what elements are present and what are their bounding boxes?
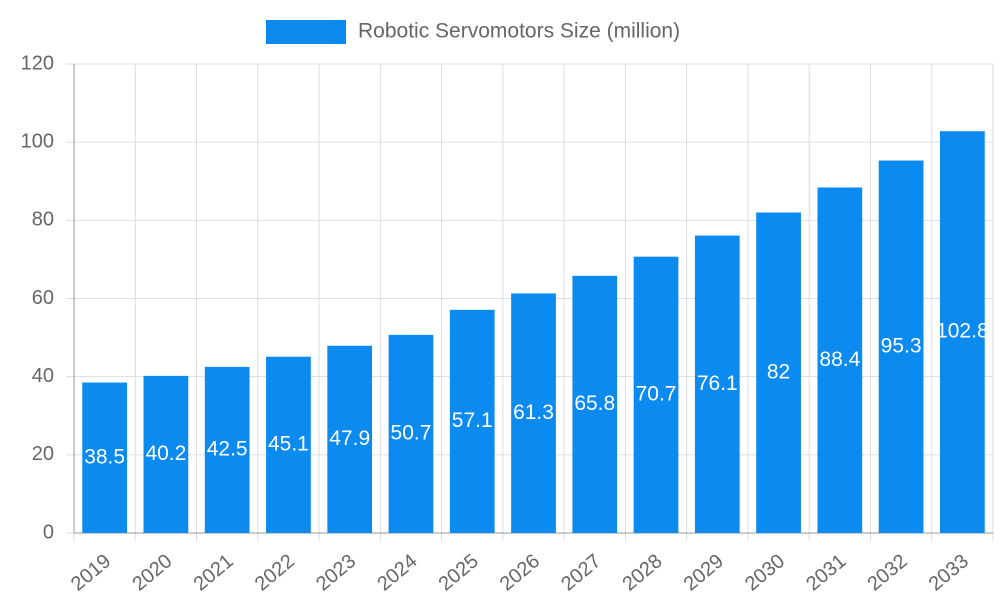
bar bbox=[940, 131, 985, 533]
data-label: 38.5 bbox=[84, 445, 125, 468]
data-label: 61.3 bbox=[513, 401, 554, 424]
data-label: 45.1 bbox=[268, 432, 309, 455]
bar bbox=[266, 356, 311, 533]
bar bbox=[204, 366, 250, 533]
y-tick-label: 40 bbox=[32, 365, 54, 387]
bar bbox=[327, 345, 373, 533]
legend-swatch bbox=[266, 20, 346, 44]
data-label: 88.4 bbox=[819, 348, 860, 371]
x-tick-label: 2033 bbox=[925, 550, 973, 595]
x-tick-label: 2021 bbox=[190, 550, 238, 595]
x-tick-label: 2027 bbox=[557, 550, 605, 595]
y-tick-label: 100 bbox=[21, 130, 54, 152]
bar bbox=[449, 309, 495, 533]
data-label: 42.5 bbox=[207, 437, 248, 460]
x-tick-label: 2028 bbox=[618, 550, 666, 595]
y-tick-label: 0 bbox=[43, 521, 54, 543]
x-tick-label: 2019 bbox=[67, 550, 115, 595]
bar bbox=[388, 334, 434, 533]
bar bbox=[878, 160, 924, 533]
y-tick-label: 20 bbox=[32, 443, 54, 465]
bar bbox=[694, 235, 740, 533]
data-label: 57.1 bbox=[452, 409, 493, 432]
x-tick-label: 2023 bbox=[312, 550, 360, 595]
bar bbox=[756, 212, 801, 533]
x-tick-label: 2026 bbox=[496, 550, 544, 595]
bar bbox=[572, 275, 618, 533]
data-label: 95.3 bbox=[881, 334, 922, 357]
bar bbox=[511, 293, 556, 533]
y-tick-label: 120 bbox=[21, 52, 54, 74]
x-tick-label: 2032 bbox=[863, 550, 911, 595]
data-label: 70.7 bbox=[636, 382, 677, 405]
y-tick-label: 60 bbox=[32, 287, 54, 309]
y-tick-label: 80 bbox=[32, 209, 54, 231]
data-label: 76.1 bbox=[697, 372, 738, 395]
data-label: 82 bbox=[767, 360, 790, 383]
x-tick-label: 2029 bbox=[680, 550, 728, 595]
data-label: 102.8 bbox=[936, 320, 989, 343]
bar bbox=[82, 382, 127, 533]
x-tick-label: 2025 bbox=[435, 550, 483, 595]
data-label: 65.8 bbox=[574, 392, 615, 415]
x-tick-label: 2022 bbox=[251, 550, 299, 595]
legend-label: Robotic Servomotors Size (million) bbox=[358, 20, 680, 43]
bar bbox=[633, 256, 679, 533]
bar bbox=[143, 375, 189, 533]
data-label: 47.9 bbox=[329, 427, 370, 450]
x-tick-label: 2024 bbox=[373, 550, 421, 595]
x-tick-label: 2031 bbox=[802, 550, 850, 595]
data-label: 40.2 bbox=[145, 442, 186, 465]
x-tick-label: 2020 bbox=[128, 550, 176, 595]
bar bbox=[817, 187, 863, 533]
data-label: 50.7 bbox=[391, 421, 432, 444]
x-tick-label: 2030 bbox=[741, 550, 789, 595]
